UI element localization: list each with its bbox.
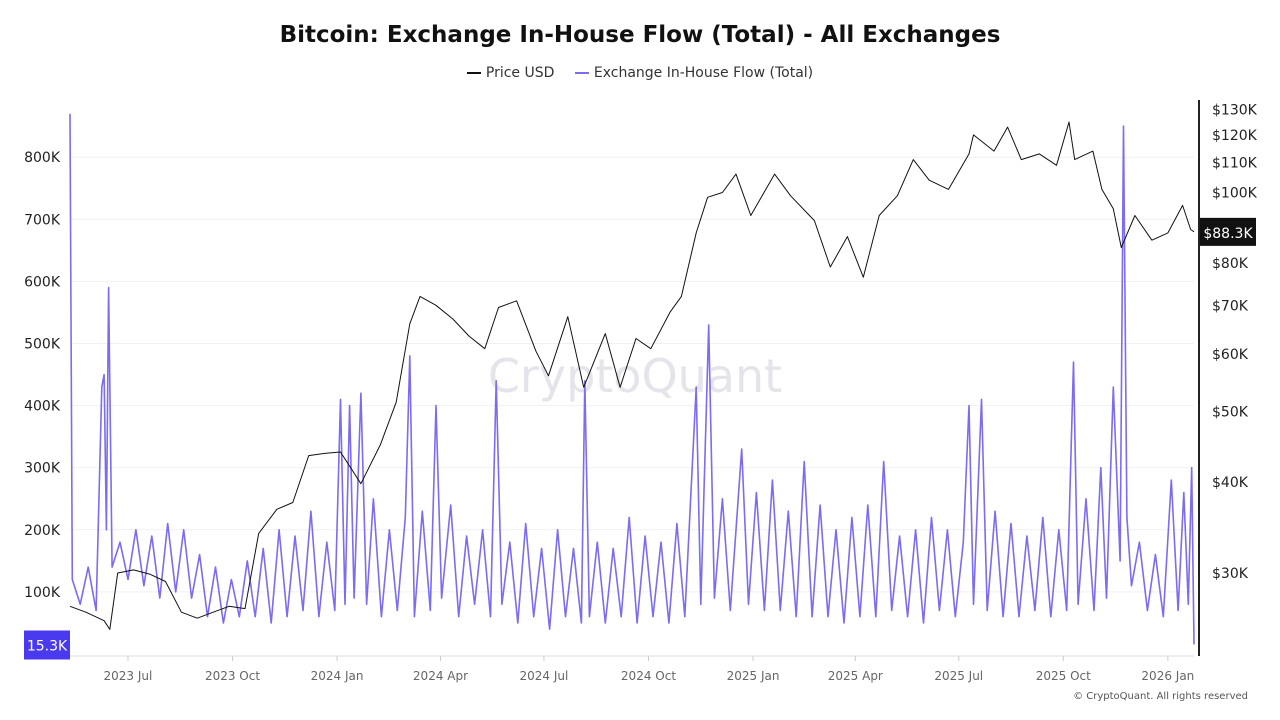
- left-tick-label: 800K: [24, 150, 61, 166]
- x-tick-label: 2024 Oct: [621, 669, 676, 683]
- x-tick-label: 2023 Jul: [104, 669, 153, 683]
- gridlines: [70, 156, 1194, 593]
- right-tick-label: $120K: [1212, 128, 1258, 144]
- right-tick-label: $110K: [1212, 155, 1258, 171]
- x-tick-label: 2025 Apr: [828, 669, 883, 683]
- x-tick-label: 2025 Jul: [934, 669, 983, 683]
- x-tick-label: 2024 Jul: [519, 669, 568, 683]
- legend-item-flow[interactable]: Exchange In-House Flow (Total): [574, 65, 814, 81]
- flow-last-value: 15.3K: [27, 638, 68, 654]
- left-tick-label: 600K: [24, 274, 61, 290]
- x-tick-label: 2025 Jan: [727, 669, 780, 683]
- x-tick-label: 2025 Oct: [1036, 669, 1091, 683]
- legend-label-price: Price USD: [485, 65, 555, 81]
- x-tick-label: 2024 Apr: [413, 669, 468, 683]
- right-tick-label: $40K: [1212, 475, 1249, 491]
- x-tick-label: 2024 Jan: [311, 669, 364, 683]
- copyright-credit: © CryptoQuant. All rights reserved: [1073, 691, 1248, 702]
- legend-item-price[interactable]: Price USD: [466, 65, 555, 81]
- right-tick-label: $30K: [1212, 566, 1249, 582]
- flow-line: [69, 113, 1195, 645]
- right-tick-label: $80K: [1212, 256, 1249, 272]
- right-tick-label: $100K: [1212, 186, 1258, 202]
- left-tick-label: 100K: [24, 585, 61, 601]
- flow-last-value-badge: [24, 630, 70, 660]
- watermark: CryptoQuant: [488, 349, 782, 403]
- left-tick-label: 700K: [24, 212, 61, 228]
- flow-series: [69, 113, 1195, 645]
- x-tick-label: 2023 Oct: [205, 669, 260, 683]
- right-tick-label: $60K: [1212, 347, 1249, 363]
- price-last-value-badge: [1200, 217, 1256, 246]
- legend-swatch-flow: [574, 72, 589, 74]
- price-line: [69, 121, 1195, 630]
- right-tick-label: $70K: [1212, 298, 1249, 314]
- legend-label-flow: Exchange In-House Flow (Total): [593, 65, 814, 81]
- left-tick-label: 300K: [24, 461, 61, 477]
- left-tick-label: 400K: [24, 399, 61, 415]
- price-last-value: $88.3K: [1203, 226, 1253, 242]
- legend-swatch-price: [466, 72, 481, 74]
- chart-title: Bitcoin: Exchange In-House Flow (Total) …: [279, 22, 1001, 48]
- axes: 100K 200K 300K 400K 500K 600K 700K 800K $30K $40K…: [24, 100, 1258, 683]
- left-tick-label: 200K: [24, 523, 61, 539]
- right-tick-label: $50K: [1212, 405, 1249, 421]
- x-tick-label: 2026 Jan: [1141, 669, 1194, 683]
- left-tick-label: 500K: [24, 337, 61, 353]
- legend: Price USD Exchange In-House Flow (Total): [0, 62, 1280, 81]
- price-series: [69, 121, 1195, 630]
- right-tick-label: $130K: [1212, 103, 1258, 119]
